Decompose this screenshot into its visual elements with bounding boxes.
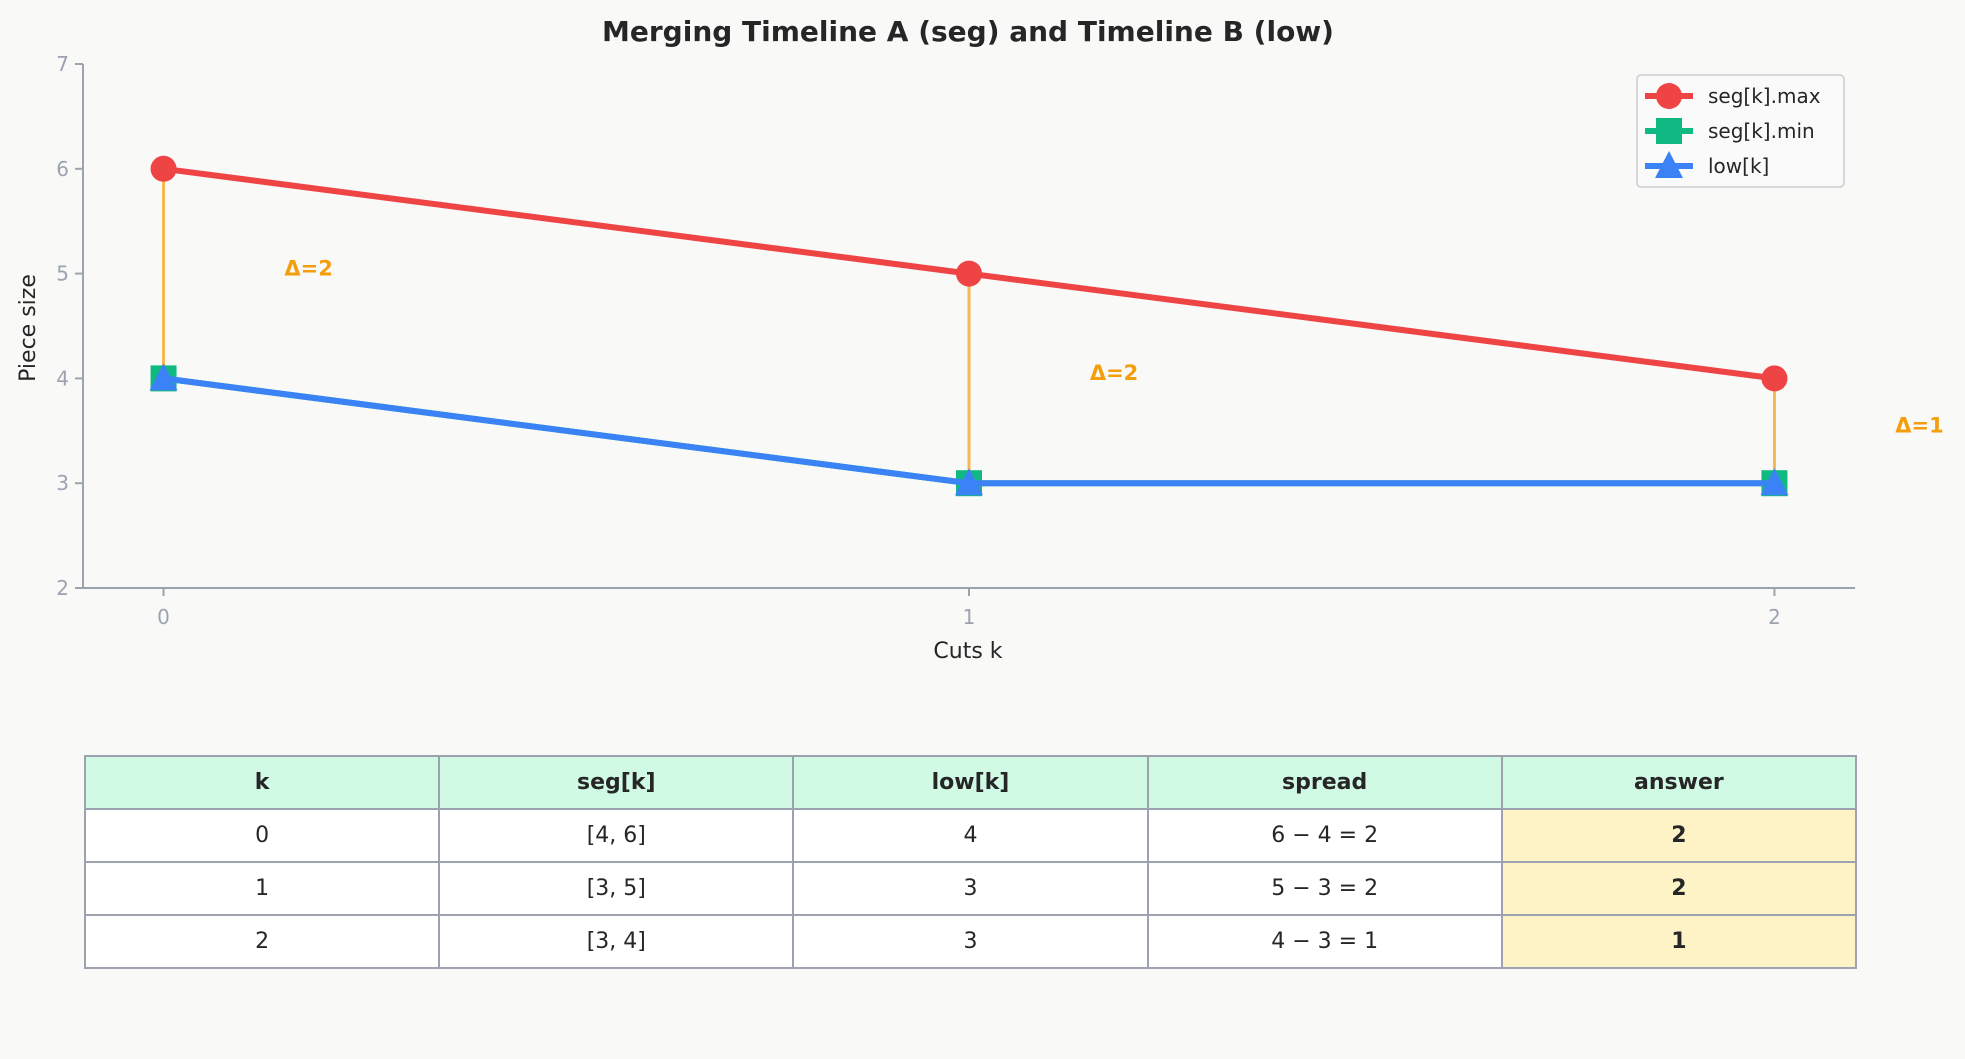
delta-label: Δ=2 [1090, 361, 1138, 385]
table-cell: 4 − 3 = 1 [1146, 914, 1503, 969]
data-point [149, 363, 178, 391]
legend-box [1636, 74, 1845, 188]
legend-label: seg[k].min [1708, 119, 1815, 143]
y-tick-label: 7 [56, 52, 69, 76]
data-point [1761, 365, 1788, 392]
answer-cell: 2 [1500, 808, 1858, 863]
delta-labels: Δ=2 Δ=2 Δ=1 [284, 256, 1943, 437]
table-cell: 2 [83, 914, 441, 969]
summary-table: k seg[k] low[k] spread answer 0 [4, 6] 4 6 − 4 … [83, 755, 1858, 969]
table-header-cell: seg[k] [438, 755, 795, 810]
table-cell: 1 [83, 861, 441, 916]
delta-label: Δ=2 [284, 256, 332, 280]
table-cell: [3, 4] [438, 914, 795, 969]
y-tick-label: 5 [56, 262, 69, 286]
table-header-cell: low[k] [792, 755, 1149, 810]
table-cell: 3 [792, 914, 1149, 969]
y-tick-label: 2 [56, 576, 69, 600]
legend-item: seg[k].min [1645, 118, 1815, 144]
answer-cell: 2 [1500, 861, 1858, 916]
table-cell: 5 − 3 = 2 [1146, 861, 1503, 916]
y-axis-label: Piece size [16, 274, 41, 382]
table-header-cell: k [83, 755, 441, 810]
table-header-cell: answer [1500, 755, 1858, 810]
series-1 [150, 155, 1788, 392]
legend-item: seg[k].max [1645, 83, 1821, 109]
data-point [956, 260, 982, 287]
x-axis-label: Cuts k [933, 639, 1002, 664]
table-cell: 0 [83, 808, 441, 863]
legend: seg[k].max seg[k].min low[k] [1636, 74, 1845, 188]
table-body: 0 [4, 6] 4 6 − 4 = 2 2 1 [3, 5] 3 5 − 3 = 2 2 2 [3,… [83, 808, 1858, 969]
legend-label: low[k] [1708, 154, 1769, 178]
line-chart: Merging Timeline A (seg) and Timeline B … [16, 15, 1944, 664]
table-cell: 4 [792, 808, 1149, 863]
y-tick-label: 6 [56, 157, 69, 181]
legend-marker [1656, 118, 1682, 144]
series-3 [149, 363, 1789, 496]
series-group [149, 155, 1789, 497]
answer-cell: 1 [1500, 914, 1858, 969]
y-tick-label: 4 [56, 366, 69, 390]
legend-item: low[k] [1645, 151, 1769, 178]
x-tick-label: 1 [963, 605, 976, 629]
legend-marker [1655, 151, 1683, 178]
table-header-row: k seg[k] low[k] spread answer [83, 755, 1858, 810]
data-point [1760, 468, 1789, 496]
x-tick-label: 2 [1768, 605, 1781, 629]
axes: 2 3 4 5 6 7 0 1 2 [56, 52, 1855, 629]
delta-label: Δ=1 [1895, 414, 1943, 438]
table-cell: [3, 5] [438, 861, 795, 916]
data-point [150, 155, 177, 182]
table-cell: 6 − 4 = 2 [1146, 808, 1503, 863]
y-tick-label: 3 [56, 471, 69, 495]
chart-title: Merging Timeline A (seg) and Timeline B … [602, 15, 1334, 48]
data-point [955, 468, 983, 496]
legend-marker [1656, 83, 1682, 109]
legend-label: seg[k].max [1708, 84, 1821, 108]
table-cell: 3 [792, 861, 1149, 916]
table-cell: [4, 6] [438, 808, 795, 863]
x-tick-label: 0 [157, 605, 170, 629]
table-header-cell: spread [1146, 755, 1503, 810]
delta-arrows [164, 173, 1775, 479]
